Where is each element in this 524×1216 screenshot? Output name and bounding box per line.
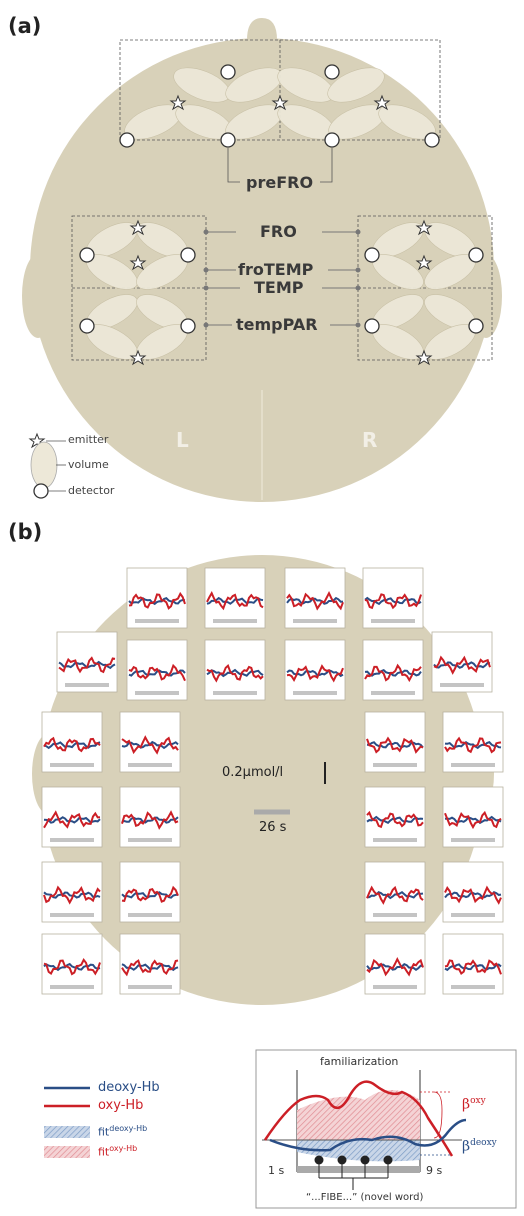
deoxy-trace [206,668,264,678]
panel-a-label: (a) [8,14,42,38]
channel-box [442,711,504,773]
channel-box [126,567,188,629]
legend-oxy-label: oxy-Hb [98,1098,144,1113]
deoxy-trace [43,962,101,972]
oxy-trace [121,810,179,830]
channel-box [119,861,181,923]
scale-y-label: 0.2µmol/l [222,765,284,780]
deoxy-trace [128,669,186,677]
channel-box [41,786,103,848]
oxy-trace [206,590,264,611]
channel-box [364,786,426,848]
oxy-trace [128,591,186,610]
channel-box [41,711,103,773]
region-label-fro: FRO [258,222,299,241]
hemisphere-left-label: L [176,428,189,452]
deoxy-trace [121,816,179,824]
legend-emitter-label: emitter [68,433,109,446]
deoxy-trace [444,815,502,825]
scale-x-label: 26 s [259,820,287,835]
legend-fit-oxy-label: fitoxy-Hb [98,1144,138,1159]
channel-box [119,711,181,773]
inset-graphic [255,1049,517,1209]
oxy-trace [444,736,502,754]
legend-fit-deoxy-label: fitdeoxy-Hb [98,1124,148,1139]
deoxy-trace [433,661,491,669]
channel-box [119,786,181,848]
oxy-trace [364,663,422,683]
channel-box [119,933,181,995]
channel-box [362,639,424,701]
region-label-frotemp: froTEMP [236,260,316,279]
oxy-trace [433,655,491,675]
prefrontal-array [119,39,441,148]
oxy-trace [366,885,424,905]
deoxy-trace [366,741,424,749]
deoxy-trace [128,597,186,606]
hemisphere-right-label: R [362,428,378,452]
oxy-trace [121,735,179,755]
channel-box [126,639,188,701]
oxy-trace [364,593,422,610]
channel-box [41,861,103,923]
channel-box [284,567,346,629]
deoxy-trace [206,596,264,605]
oxy-trace [286,590,344,611]
oxy-trace [43,885,101,905]
channel-traces [41,567,504,995]
channel-box [364,861,426,923]
oxy-trace [206,663,264,683]
region-label-temp: TEMP [252,278,306,297]
inset-title: familiarization [320,1055,399,1068]
oxy-trace [128,663,186,682]
legend-deoxy-label: deoxy-Hb [98,1080,160,1095]
oxy-trace [58,656,116,674]
inset-t-end: 9 s [426,1164,443,1177]
oxy-trace [43,810,101,829]
oxy-trace [121,885,179,903]
oxy-trace [286,664,344,683]
channel-box [284,639,346,701]
channel-box [204,639,266,701]
oxy-trace [366,736,424,754]
inset-beta-deoxy: βdeoxy [462,1138,497,1155]
nose-a [247,18,277,40]
legend-b-graphic [44,1086,90,1158]
inset-beta-oxy: βoxy [462,1096,486,1113]
channel-box [364,711,426,773]
oxy-trace [444,885,502,905]
region-label-temppar: tempPAR [234,315,320,334]
oxy-trace [366,810,424,829]
deoxy-trace [286,596,344,605]
channel-box [442,861,504,923]
channel-box [41,933,103,995]
region-label-prefro: preFRO [244,173,316,192]
right-lateral-array [357,215,493,366]
oxy-trace [366,956,424,977]
oxy-trace [444,959,502,976]
region-connectors [203,229,361,328]
legend-volume-label: volume [68,458,109,471]
channel-box [431,631,493,693]
channel-box [442,786,504,848]
channel-box [362,567,424,629]
channel-box [364,933,426,995]
oxy-trace [121,959,179,977]
inset-stimulus: “...FIBE...” (novel word) [306,1192,424,1203]
oxy-trace [43,736,101,753]
channel-box [56,631,118,693]
inset-t-start: 1 s [268,1164,285,1177]
oxy-trace [444,810,502,830]
left-lateral-array [71,215,207,366]
legend-a-graphic [28,432,66,499]
channel-box [442,933,504,995]
deoxy-trace [43,741,101,750]
deoxy-trace [366,963,424,972]
legend-detector-label: detector [68,484,115,497]
panel-b-label: (b) [8,520,43,544]
oxy-trace [43,958,101,976]
channel-box [204,567,266,629]
